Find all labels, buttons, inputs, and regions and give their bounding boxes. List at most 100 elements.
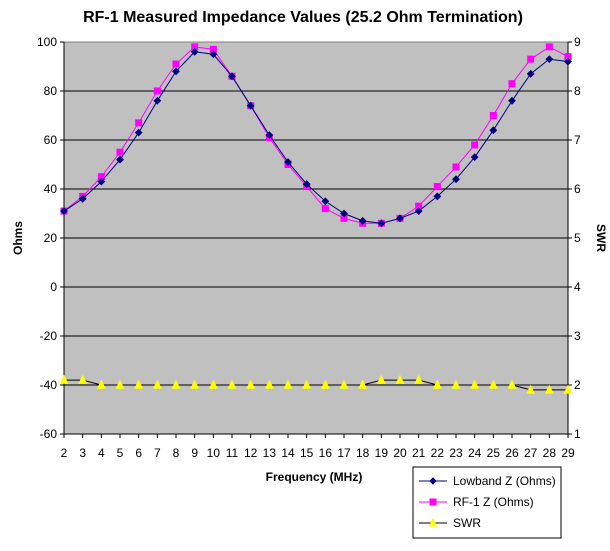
data-point <box>246 101 255 110</box>
data-point <box>153 96 162 105</box>
data-point <box>246 379 256 389</box>
data-point <box>60 207 68 215</box>
series-layer <box>59 43 573 394</box>
y2-axis-title: SWR <box>594 224 608 252</box>
x-tick-label: 20 <box>393 446 407 460</box>
series-line <box>63 51 569 224</box>
data-point <box>526 384 536 394</box>
y2-tick-label: 1 <box>574 427 581 441</box>
data-point <box>489 112 497 119</box>
data-point <box>395 374 405 384</box>
data-point <box>507 379 517 389</box>
data-point <box>227 379 237 389</box>
legend-marker <box>429 498 437 506</box>
x-tick-label: 26 <box>505 446 519 460</box>
legend-marker <box>428 517 438 527</box>
legend: Lowband Z (Ohms) RF-1 Z (Ohms) SWR <box>412 466 562 539</box>
data-point <box>116 155 124 164</box>
y-tick-label: 100 <box>37 35 57 49</box>
y2-tick-label: 2 <box>574 378 581 392</box>
data-point <box>78 374 88 384</box>
x-axis-title: Frequency (MHz) <box>266 470 363 484</box>
x-tick-label: 4 <box>98 446 105 460</box>
data-point <box>432 379 442 389</box>
x-tick-label: 15 <box>300 446 314 460</box>
data-point <box>152 379 162 389</box>
data-point <box>471 141 479 149</box>
data-point <box>264 379 274 389</box>
x-tick-label: 22 <box>431 446 445 460</box>
data-point <box>377 219 386 228</box>
x-tick-label: 16 <box>319 446 333 460</box>
data-point <box>172 67 180 76</box>
x-tick-label: 24 <box>468 446 482 460</box>
data-point <box>545 43 553 51</box>
x-tick-label: 6 <box>135 446 142 460</box>
data-point <box>78 194 87 203</box>
chart-title: RF-1 Measured Impedance Values (25.2 Ohm… <box>83 9 523 26</box>
data-point <box>302 180 311 189</box>
x-tick-label: 7 <box>154 446 161 460</box>
y2-tick-label: 7 <box>574 133 581 147</box>
data-point <box>284 158 292 166</box>
data-point <box>59 374 69 384</box>
series-2 <box>59 374 573 394</box>
data-point <box>396 214 404 223</box>
data-point <box>116 148 124 156</box>
data-point <box>358 216 367 225</box>
y-tick-label: -40 <box>40 378 58 392</box>
x-tick-label: 19 <box>375 446 389 460</box>
data-point <box>508 96 516 105</box>
data-point <box>433 192 442 201</box>
data-point <box>172 60 180 68</box>
data-point <box>321 197 330 206</box>
data-point <box>470 153 479 162</box>
data-point <box>339 379 349 389</box>
x-tick-label: 25 <box>487 446 501 460</box>
data-point <box>544 384 554 394</box>
x-tick-label: 10 <box>207 446 221 460</box>
data-point <box>134 379 144 389</box>
data-point <box>527 55 535 63</box>
data-point <box>265 131 274 140</box>
series-0 <box>60 47 572 228</box>
y2-tick-label: 4 <box>574 280 581 294</box>
data-point <box>115 379 125 389</box>
data-point <box>376 374 386 384</box>
data-point <box>563 384 573 394</box>
data-point <box>508 80 516 88</box>
y-tick-label: 40 <box>44 182 58 196</box>
axes <box>60 41 572 438</box>
data-point <box>302 379 312 389</box>
data-point <box>414 374 424 384</box>
y2-tick-label: 3 <box>574 329 581 343</box>
data-point <box>414 207 423 215</box>
data-point <box>452 175 460 184</box>
x-tick-label: 12 <box>244 446 258 460</box>
data-point <box>470 379 480 389</box>
data-point <box>488 379 498 389</box>
data-point <box>135 119 143 127</box>
x-tick-label: 21 <box>412 446 426 460</box>
y-tick-label: 20 <box>44 231 58 245</box>
y2-tick-label: 6 <box>574 182 581 196</box>
y-tick-label: 0 <box>50 280 57 294</box>
y-tick-label: -60 <box>40 427 58 441</box>
x-tick-label: 18 <box>356 446 370 460</box>
data-point <box>228 72 236 81</box>
data-point <box>489 126 498 135</box>
data-point <box>340 209 348 218</box>
x-tick-label: 17 <box>337 446 351 460</box>
data-point <box>190 379 200 389</box>
data-point <box>153 87 161 95</box>
data-point <box>283 379 293 389</box>
legend-marker <box>429 477 437 485</box>
x-tick-label: 29 <box>561 446 575 460</box>
data-point <box>134 128 143 137</box>
y-axis-title: Ohms <box>11 221 25 255</box>
data-point <box>433 183 441 191</box>
y2-tick-label: 8 <box>574 84 581 98</box>
x-tick-label: 11 <box>226 446 239 460</box>
